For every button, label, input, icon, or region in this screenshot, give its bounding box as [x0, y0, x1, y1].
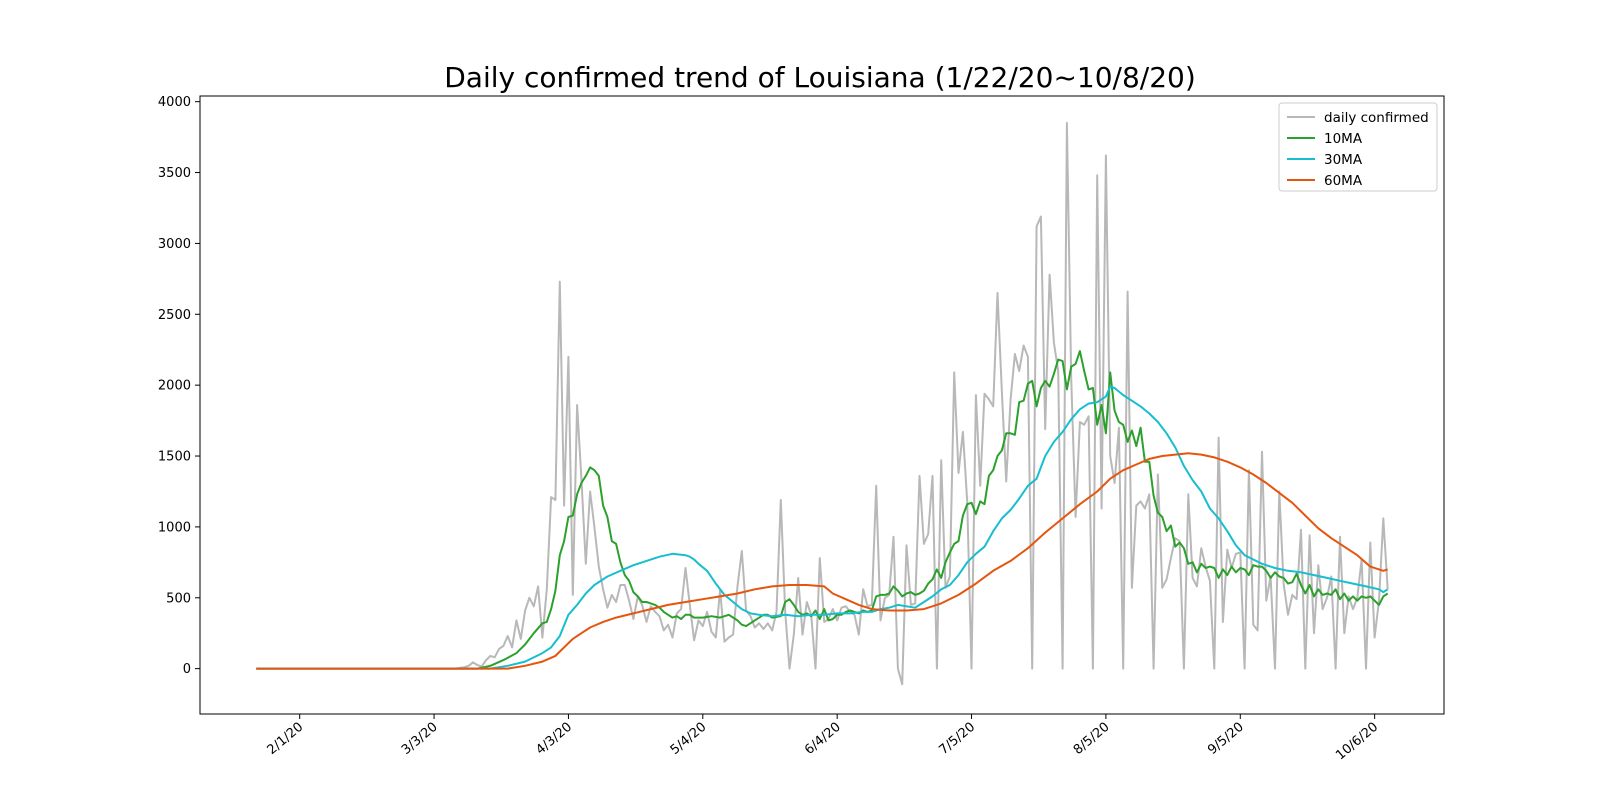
y-tick-label: 500 — [166, 591, 191, 606]
y-tick-label: 2500 — [158, 308, 191, 323]
y-tick-label: 1000 — [158, 520, 191, 535]
legend: daily confirmed 10MA 30MA 60MA — [1278, 102, 1438, 192]
legend-label: 60MA — [1324, 173, 1363, 189]
y-tick-label: 2000 — [158, 379, 191, 394]
plot-frame — [199, 95, 1445, 715]
series-line-60ma — [256, 452, 1389, 670]
y-tick-label: 0 — [183, 662, 191, 677]
series-line-10ma — [256, 350, 1389, 670]
y-tick-label: 3500 — [158, 166, 191, 181]
legend-label: 10MA — [1324, 131, 1363, 147]
series-layer — [256, 121, 1389, 686]
y-tick-label: 4000 — [158, 95, 191, 110]
y-tick-label: 3000 — [158, 237, 191, 252]
chart-title: Daily confirmed trend of Louisiana (1/22… — [444, 61, 1196, 94]
y-tick-label: 1500 — [158, 450, 191, 465]
legend-label: daily confirmed — [1324, 110, 1429, 126]
series-line-30ma — [256, 385, 1389, 670]
legend-box — [1278, 102, 1438, 192]
legend-label: 30MA — [1324, 152, 1363, 168]
